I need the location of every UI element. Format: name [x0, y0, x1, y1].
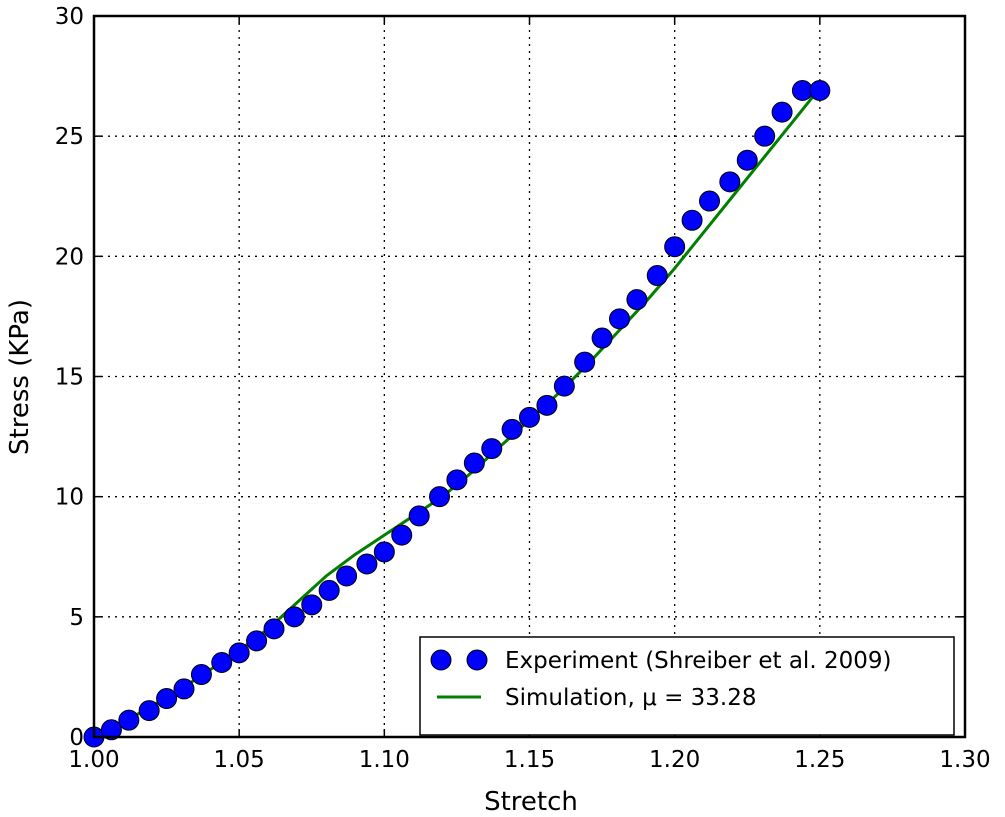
experiment-point — [664, 236, 686, 258]
experiment-point — [373, 541, 395, 563]
experiment-point — [626, 289, 648, 311]
experiment-point — [646, 265, 668, 287]
experiment-point — [719, 171, 741, 193]
experiment-point — [391, 524, 413, 546]
experiment-point — [138, 700, 160, 722]
x-ticks: 1.00 1.05 1.10 1.15 1.20 1.25 1.30 — [68, 16, 991, 773]
experiment-point — [574, 351, 596, 373]
experiment-point — [754, 125, 776, 147]
x-tick-label: 1.20 — [649, 747, 700, 773]
grid — [94, 16, 965, 737]
experiment-point — [519, 406, 540, 428]
experiment-point — [463, 452, 485, 474]
y-tick-label: 0 — [69, 725, 84, 751]
experiment-point — [609, 308, 631, 330]
experiment-point — [156, 688, 178, 710]
experiment-point — [771, 101, 793, 123]
experiment-point — [681, 209, 703, 231]
experiment-point — [336, 565, 358, 587]
legend-simulation-label: Simulation, μ = 33.28 — [505, 685, 757, 711]
experiment-point — [246, 630, 268, 652]
x-tick-label: 1.15 — [504, 747, 555, 773]
experiment-point — [553, 375, 575, 397]
experiment-point — [283, 606, 305, 628]
experiment-series — [83, 80, 831, 748]
x-tick-label: 1.10 — [359, 747, 410, 773]
experiment-point — [428, 486, 450, 508]
y-axis-label: Stress (KPa) — [5, 299, 35, 455]
y-tick-label: 15 — [55, 365, 84, 391]
experiment-point — [481, 438, 503, 460]
x-tick-label: 1.05 — [214, 747, 265, 773]
experiment-point — [446, 469, 468, 491]
experiment-point — [100, 719, 122, 741]
x-tick-label: 1.00 — [68, 747, 119, 773]
experiment-point — [591, 327, 613, 349]
experiment-point — [211, 651, 233, 673]
experiment-point — [318, 579, 340, 601]
experiment-point — [118, 709, 140, 731]
legend-experiment-marker — [466, 649, 488, 671]
experiment-point — [263, 618, 285, 640]
x-tick-label: 1.25 — [794, 747, 845, 773]
legend-experiment-label: Experiment (Shreiber et al. 2009) — [505, 648, 891, 674]
legend-box — [419, 636, 955, 736]
experiment-point — [173, 678, 195, 700]
experiment-point — [536, 394, 558, 416]
experiment-point — [699, 190, 721, 212]
experiment-point — [809, 80, 831, 102]
experiment-point — [301, 594, 323, 616]
experiment-point — [228, 642, 250, 664]
y-tick-label: 30 — [55, 4, 84, 30]
experiment-point — [501, 418, 523, 440]
x-tick-label: 1.30 — [939, 747, 990, 773]
legend: Experiment (Shreiber et al. 2009) Simula… — [419, 636, 955, 736]
y-ticks: 0 5 10 15 20 25 30 — [55, 4, 965, 751]
experiment-point — [408, 505, 430, 527]
y-tick-label: 25 — [55, 124, 84, 150]
experiment-point — [736, 149, 758, 171]
x-axis-label: Stretch — [484, 787, 578, 817]
experiment-point — [356, 553, 378, 575]
y-tick-label: 20 — [55, 244, 84, 270]
y-tick-label: 5 — [69, 605, 84, 631]
legend-experiment-marker — [430, 649, 452, 671]
experiment-point — [190, 664, 212, 686]
y-tick-label: 10 — [55, 485, 84, 511]
